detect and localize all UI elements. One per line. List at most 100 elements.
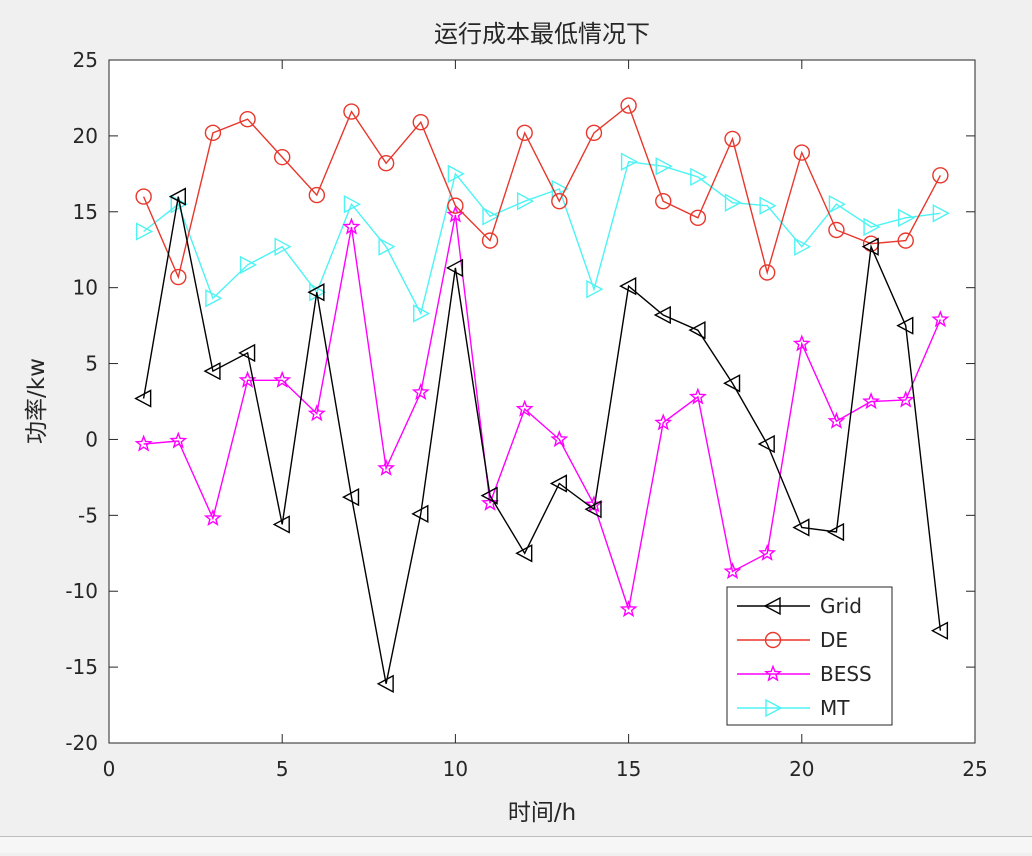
series-line-mt (143, 160, 941, 316)
data-point-mt (274, 237, 292, 256)
series-de (135, 97, 949, 286)
data-point-grid (134, 389, 152, 408)
chart-title: 运行成本最低情况下 (434, 20, 650, 48)
y-tick-label: 5 (85, 352, 98, 376)
data-point-bess (342, 217, 361, 235)
y-tick-label: 25 (73, 48, 98, 72)
x-tick-label: 5 (276, 757, 289, 781)
data-point-de (793, 144, 810, 161)
data-point-de (932, 167, 949, 184)
legend-marker (764, 631, 782, 649)
data-point-grid (688, 320, 706, 340)
data-point-bess (792, 334, 811, 352)
data-point-grid (168, 187, 186, 206)
data-point-de (135, 188, 152, 205)
data-point-grid (930, 621, 949, 640)
x-tick-label: 10 (443, 757, 468, 781)
data-point-mt (794, 237, 812, 256)
x-tick-label: 0 (103, 757, 116, 781)
data-point-bess (688, 387, 707, 405)
legend-entry-grid: Grid (737, 594, 862, 618)
series-line-grid (142, 196, 942, 684)
legend-label: MT (820, 696, 850, 720)
legend: Grid DE BESS MT (726, 586, 893, 726)
data-point-grid (723, 374, 741, 393)
data-point-de (239, 110, 256, 128)
data-point-bess (723, 562, 742, 580)
series-line-de (142, 104, 942, 280)
data-point-de (447, 197, 464, 214)
data-point-de (828, 221, 845, 239)
legend-entry-bess: BESS (737, 662, 872, 686)
legend-label: Grid (820, 594, 862, 618)
y-tick-label: 15 (73, 200, 98, 224)
data-point-grid (792, 518, 810, 537)
y-tick-label: -5 (78, 503, 98, 527)
data-point-grid (584, 500, 602, 519)
data-point-de (274, 148, 291, 166)
data-point-grid (411, 504, 429, 523)
y-tick-label: -10 (65, 579, 98, 603)
series-layer (134, 97, 950, 693)
data-point-mt (447, 164, 465, 183)
data-point-grid (203, 361, 221, 381)
data-point-mt (898, 208, 916, 228)
data-point-grid (896, 316, 914, 335)
data-point-mt (343, 195, 361, 214)
data-point-bess (377, 458, 396, 476)
legend-entry-de: DE (737, 628, 848, 652)
data-point-grid (619, 276, 637, 296)
data-point-de (724, 130, 741, 148)
data-point-bess (273, 370, 292, 388)
data-point-de (620, 97, 637, 114)
data-point-mt (620, 152, 639, 171)
legend-label: DE (820, 628, 848, 652)
series-bess (134, 205, 950, 618)
legend-marker (764, 664, 782, 682)
data-point-de (308, 186, 326, 204)
data-point-de (377, 155, 395, 172)
data-point-bess (134, 434, 153, 452)
data-point-de (343, 103, 360, 120)
data-point-mt (586, 280, 604, 299)
data-point-de (655, 192, 672, 210)
legend-marker (765, 698, 783, 718)
data-point-grid (341, 487, 360, 507)
data-point-mt (655, 157, 673, 176)
data-point-grid (307, 283, 325, 302)
data-point-bess (307, 404, 326, 422)
data-point-bess (931, 310, 950, 328)
data-point-mt (413, 304, 431, 323)
data-point-mt (205, 289, 223, 308)
data-point-bess (481, 493, 500, 511)
data-point-grid (653, 305, 671, 325)
legend-marker (763, 596, 781, 616)
data-point-de (551, 192, 568, 210)
axis-ticks: 0 5 10 15 20 25 -20 -15 -10 -5 0 5 10 15 20 25 (65, 48, 987, 781)
data-point-grid (549, 474, 568, 493)
y-tick-label: -15 (65, 655, 98, 679)
data-point-de (897, 232, 914, 249)
data-point-grid (826, 522, 845, 542)
data-point-bess (654, 413, 673, 431)
data-point-bess (411, 382, 430, 401)
data-point-grid (376, 674, 394, 693)
data-point-grid (757, 434, 775, 454)
series-line-bess (143, 214, 942, 610)
data-point-bess (203, 508, 222, 527)
data-point-de (170, 268, 187, 286)
data-point-de (758, 264, 776, 281)
y-tick-label: 0 (85, 427, 98, 451)
figure-status-bar (0, 836, 1032, 853)
x-tick-label: 25 (962, 757, 987, 781)
data-point-mt (759, 196, 777, 215)
data-point-bess (515, 399, 534, 417)
data-point-bess (619, 599, 638, 618)
data-point-mt (378, 237, 396, 256)
data-point-mt (239, 255, 258, 275)
data-point-bess (896, 390, 915, 408)
y-tick-label: 20 (73, 124, 98, 148)
data-point-mt (482, 207, 500, 226)
data-point-bess (758, 543, 777, 561)
